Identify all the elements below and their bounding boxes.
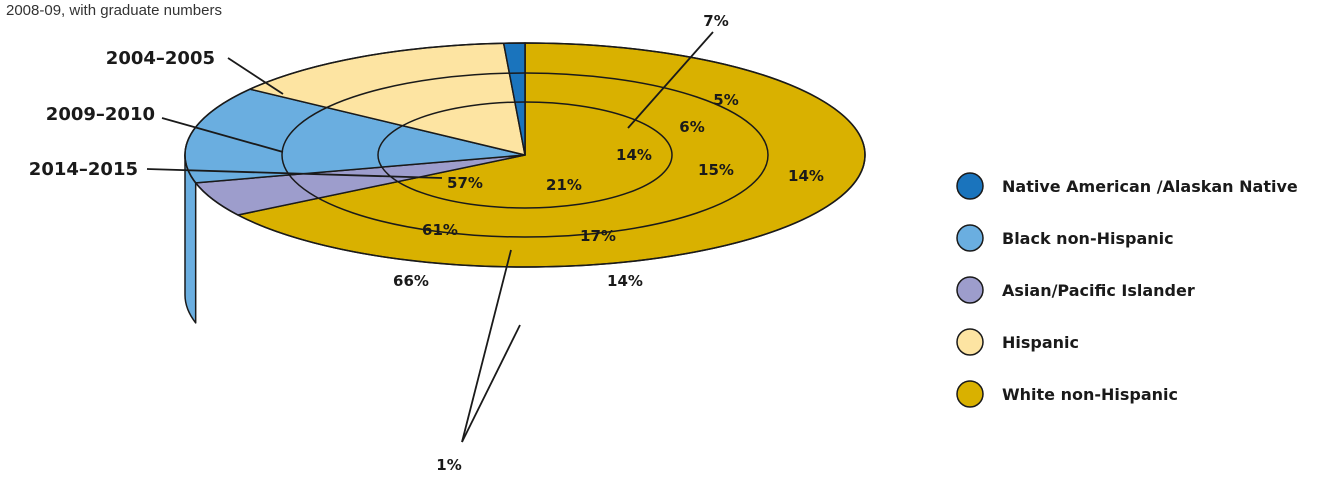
label-asian-2014-2015: 7%	[703, 12, 728, 30]
leader-native-1a	[461, 249, 512, 443]
legend-label-2: Black non-Hispanic	[1002, 229, 1174, 248]
ring-outlines	[184, 42, 866, 268]
label-hispanic-2009-2010: 17%	[580, 227, 616, 245]
leader-2014-2015	[146, 168, 443, 179]
pie-top	[184, 42, 866, 268]
legend-swatch-3	[956, 276, 984, 304]
legend-swatch-4	[956, 328, 984, 356]
legend-label-5: White non-Hispanic	[1002, 385, 1178, 404]
ring-2014-2015	[377, 101, 673, 209]
ring-2004-2005	[184, 42, 866, 268]
label-asian-2009-2010: 6%	[679, 118, 704, 136]
label-black-2004-2005: 14%	[788, 167, 824, 185]
ring-label-2014-2015: 2014–2015	[29, 159, 138, 180]
leader-native-1b	[461, 324, 521, 443]
label-white-2004-2005: 66%	[393, 272, 429, 290]
ring-label-2004-2005: 2004–2005	[106, 48, 215, 69]
label-native-all: 1%	[436, 456, 461, 474]
label-asian-2004-2005: 5%	[713, 91, 738, 109]
data-labels: 2004–2005 2009–2010 2014–2015 14% 5% 14% 66% 15…	[29, 12, 824, 474]
label-hispanic-2004-2005: 14%	[607, 272, 643, 290]
leader-lines	[146, 31, 714, 443]
ring-2009-2010	[281, 72, 769, 238]
legend-swatch-1	[956, 172, 984, 200]
label-black-2009-2010: 15%	[698, 161, 734, 179]
label-white-2014-2015: 57%	[447, 174, 483, 192]
legend-swatch-2	[956, 224, 984, 252]
label-white-2009-2010: 61%	[422, 221, 458, 239]
ring-label-2009-2010: 2009–2010	[46, 104, 155, 125]
legend-label-4: Hispanic	[1002, 333, 1079, 352]
legend-label-1: Native American /Alaskan Native	[1002, 177, 1298, 196]
chart-subtitle: 2008-09, with graduate numbers	[6, 2, 222, 19]
legend-swatch-5	[956, 380, 984, 408]
leader-asian-7	[627, 31, 714, 129]
label-black-2014-2015: 14%	[616, 146, 652, 164]
label-hispanic-2014-2015: 21%	[546, 176, 582, 194]
legend-label-3: Asian/Pacific Islander	[1002, 281, 1195, 300]
leader-2004-2005	[227, 57, 284, 95]
leader-2009-2010	[161, 117, 284, 153]
legend: Native American /Alaskan Native Black non…	[956, 172, 1298, 408]
